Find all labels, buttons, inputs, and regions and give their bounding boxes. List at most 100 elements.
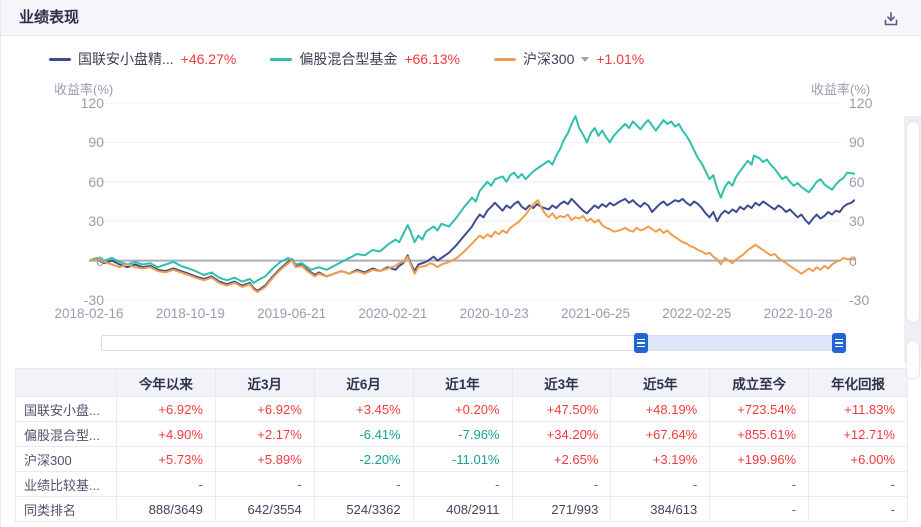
legend-label: 沪深300: [523, 51, 575, 67]
column-header: [15, 368, 117, 397]
table-cell: -: [511, 471, 612, 497]
column-header: 成立至今: [709, 368, 810, 397]
column-header: 近3年: [511, 368, 612, 397]
y-tick-label: 90: [88, 134, 104, 151]
y-tick-label: -30: [849, 292, 870, 308]
legend-swatch: [494, 57, 517, 61]
table-cell: +6.92%: [116, 396, 216, 422]
table-cell: -: [214, 471, 315, 497]
column-header: 今年以来: [116, 368, 216, 397]
table-cell: +34.20%: [511, 421, 612, 447]
download-icon: [884, 12, 898, 26]
column-header: 近3月: [214, 368, 315, 397]
table-cell: 642/3554: [214, 496, 315, 522]
legend: 国联安小盘精... +46.27% 偏股混合型基金 +66.13% 沪深300 +1.01…: [49, 49, 644, 69]
panel-header: 业绩表现: [1, 0, 921, 36]
performance-table: 今年以来 近3月 近6月 近1年 近3年 近5年 成立至今 年化回报 国联安小盘... +6.9…: [15, 368, 908, 522]
table-cell: +3.19%: [610, 446, 711, 472]
table-cell: +11.83%: [808, 396, 908, 422]
chevron-down-icon[interactable]: [581, 56, 590, 62]
row-label: 偏股混合型...: [15, 421, 117, 447]
legend-item-3[interactable]: 沪深300 +1.01%: [494, 49, 644, 69]
table-cell: -6.41%: [313, 421, 414, 447]
table-cell: +855.61%: [709, 421, 810, 447]
table-cell: 408/2911: [412, 496, 513, 522]
panel-title: 业绩表现: [19, 9, 80, 26]
table-cell: +0.20%: [412, 396, 513, 422]
series-line-沪深300: [89, 199, 855, 294]
legend-value: +46.27%: [180, 51, 237, 67]
legend-item-2[interactable]: 偏股混合型基金 +66.13%: [270, 49, 460, 69]
column-header: 年化回报: [808, 368, 908, 397]
column-header: 近6月: [313, 368, 414, 397]
table-cell: -11.01%: [412, 446, 513, 472]
x-tick-label: 2022-10-28: [763, 306, 833, 321]
row-label: 业绩比较基...: [15, 471, 117, 497]
table-cell: +6.00%: [808, 446, 908, 472]
table-cell: +4.90%: [116, 421, 216, 447]
table-header-row: 今年以来 近3月 近6月 近1年 近3年 近5年 成立至今 年化回报: [15, 368, 908, 397]
y-axis-title-left: 收益率(%): [54, 82, 114, 97]
table-cell: -: [709, 471, 810, 497]
table-cell: -: [808, 496, 908, 522]
legend-label: 偏股混合型基金: [299, 51, 398, 67]
table-cell: -: [313, 471, 414, 497]
column-header: 近1年: [412, 368, 513, 397]
date-range-slider[interactable]: [101, 333, 847, 353]
x-tick-label: 2019-06-21: [257, 306, 327, 321]
row-label: 国联安小盘...: [15, 396, 117, 422]
y-tick-label: 30: [88, 213, 104, 230]
y-tick-label: 120: [80, 95, 104, 111]
y-tick-label: 90: [849, 134, 865, 151]
legend-value: +1.01%: [596, 51, 645, 67]
row-label: 同类排名: [15, 496, 117, 522]
slider-handle-left[interactable]: [634, 333, 649, 353]
table-cell: +723.54%: [709, 396, 810, 422]
scrollbar-thumb-lower[interactable]: [906, 340, 920, 380]
table-cell: -2.20%: [313, 446, 414, 472]
table-cell: -: [808, 471, 908, 497]
x-tick-label: 2018-10-19: [155, 306, 225, 321]
table-cell: +67.64%: [610, 421, 711, 447]
table-row: 同类排名 888/3649 642/3554 524/3362 408/2911 271/…: [15, 496, 908, 522]
y-tick-label: -30: [83, 292, 104, 308]
table-cell: +6.92%: [214, 396, 315, 422]
row-label: 沪深300: [15, 446, 117, 472]
download-button[interactable]: [881, 9, 901, 29]
column-header: 近5年: [610, 368, 711, 397]
x-tick-label: 2022-02-25: [662, 306, 732, 321]
table-cell: -: [116, 471, 216, 497]
scrollbar-thumb[interactable]: [906, 121, 920, 323]
legend-swatch: [49, 57, 71, 61]
x-tick-label: 2020-02-21: [358, 306, 428, 321]
table-cell: +47.50%: [511, 396, 612, 422]
table-cell: +199.96%: [709, 446, 810, 472]
table-cell: -: [412, 471, 513, 497]
slider-selected-range[interactable]: [641, 336, 840, 350]
y-tick-label: 0: [96, 252, 104, 269]
legend-value: +66.13%: [404, 51, 461, 67]
y-tick-label: 60: [849, 173, 865, 190]
legend-item-1[interactable]: 国联安小盘精... +46.27%: [49, 49, 236, 69]
performance-chart: 国联安小盘精... +46.27% 偏股混合型基金 +66.13% 沪深300 +1.01…: [1, 36, 921, 380]
y-axis-title-right: 收益率(%): [811, 82, 871, 97]
table-cell: +5.89%: [214, 446, 315, 472]
scrollbar-track[interactable]: [904, 116, 921, 380]
table-cell: 271/993: [511, 496, 612, 522]
series-line-偏股混合型基金: [89, 115, 855, 284]
table-cell: +5.73%: [116, 446, 216, 472]
table-cell: +2.17%: [214, 421, 315, 447]
table-cell: -7.96%: [412, 421, 513, 447]
table-cell: +48.19%: [610, 396, 711, 422]
x-tick-label: 2021-06-25: [560, 306, 631, 321]
table-cell: +2.65%: [511, 446, 612, 472]
table-cell: 384/613: [610, 496, 711, 522]
slider-handle-right[interactable]: [832, 333, 847, 353]
table-cell: +3.45%: [313, 396, 414, 422]
chart-plot-area[interactable]: [89, 103, 855, 300]
y-tick-label: 120: [849, 95, 873, 111]
legend-label: 国联安小盘精...: [78, 51, 174, 67]
table-cell: 888/3649: [116, 496, 216, 522]
y-tick-label: 0: [849, 252, 857, 269]
